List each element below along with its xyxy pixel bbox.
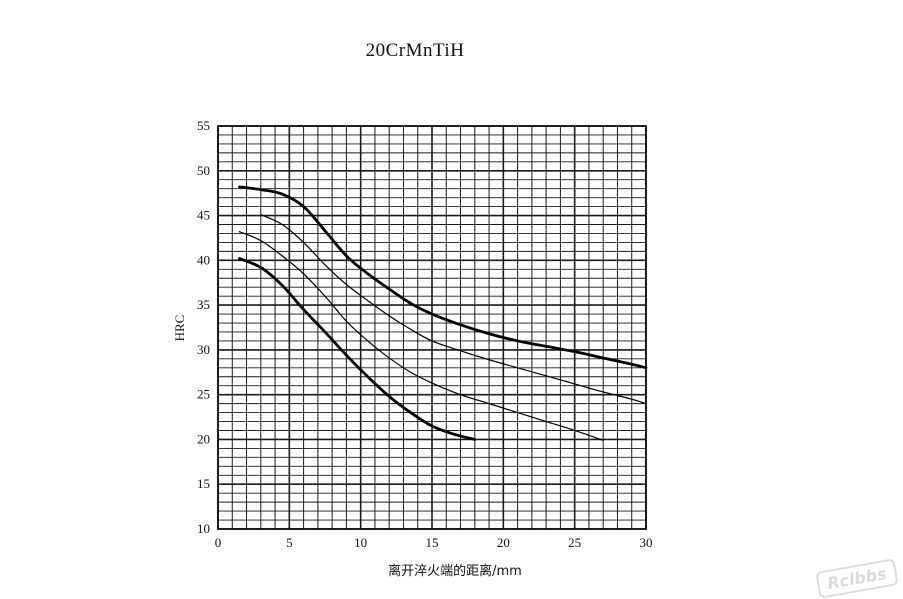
curves — [238, 185, 648, 441]
series-line-3 — [238, 231, 604, 441]
tick-labels: 0 5 10 15 20 25 30 10 15 20 25 30 35 40 45 50 55 — [197, 118, 653, 550]
grid — [217, 125, 647, 530]
y-tick-label: 15 — [197, 476, 210, 491]
y-tick-label: 35 — [197, 297, 210, 312]
y-tick-label: 40 — [197, 252, 210, 267]
y-tick-label: 50 — [197, 163, 210, 178]
x-tick-label: 25 — [568, 535, 581, 550]
y-tick-label: 45 — [197, 208, 210, 223]
x-tick-label: 20 — [497, 535, 510, 550]
y-tick-label: 25 — [197, 387, 210, 402]
y-tick-label: 10 — [197, 521, 210, 536]
series-line-1 — [238, 185, 648, 370]
x-tick-label: 0 — [215, 535, 222, 550]
x-tick-label: 5 — [286, 535, 293, 550]
x-tick-label: 30 — [640, 535, 653, 550]
series-line-4 — [238, 257, 477, 441]
y-axis-label: HRC — [172, 314, 187, 342]
y-tick-label: 55 — [197, 118, 210, 133]
x-tick-label: 15 — [426, 535, 439, 550]
plot-frame — [217, 125, 647, 530]
y-tick-label: 20 — [197, 431, 210, 446]
chart-title: 20CrMnTiH — [365, 40, 465, 61]
y-tick-label: 30 — [197, 342, 210, 357]
series-line-2 — [260, 214, 647, 405]
x-tick-label: 10 — [354, 535, 367, 550]
x-axis-label: 离开淬火端的距离/mm — [388, 564, 522, 579]
